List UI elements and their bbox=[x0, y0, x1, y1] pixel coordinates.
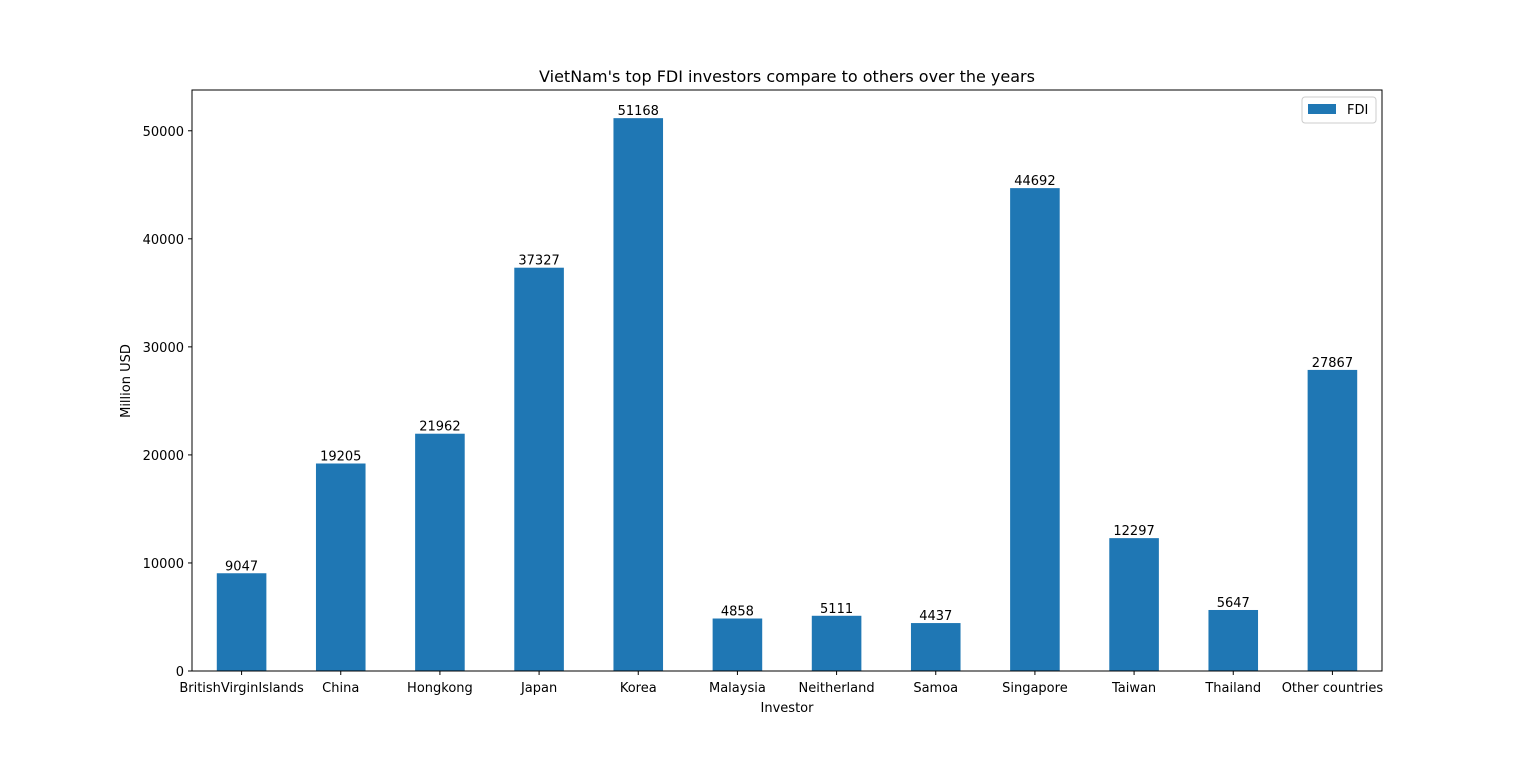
y-tick-label: 0 bbox=[176, 665, 184, 680]
bar-value-label: 5647 bbox=[1217, 596, 1250, 611]
bar bbox=[1010, 188, 1060, 671]
bar-value-label: 9047 bbox=[225, 559, 258, 574]
bar bbox=[315, 463, 366, 671]
x-tick-label: Neitherland bbox=[799, 681, 875, 696]
x-tick-label: BritishVirginIslands bbox=[179, 681, 304, 696]
bar bbox=[1307, 369, 1358, 671]
x-tick-label: Hongkong bbox=[407, 681, 473, 696]
bar-value-label: 51168 bbox=[618, 104, 659, 119]
bar-value-label: 12297 bbox=[1113, 524, 1154, 539]
bar bbox=[1208, 609, 1259, 671]
bar-value-label: 37327 bbox=[518, 254, 559, 269]
bar-value-label: 21962 bbox=[419, 420, 460, 435]
bars-layer bbox=[216, 118, 1358, 671]
bar bbox=[712, 618, 763, 671]
bar-value-label: 4858 bbox=[721, 605, 754, 620]
legend: FDI bbox=[1301, 96, 1377, 124]
bar bbox=[811, 615, 862, 671]
x-tick-label: Thailand bbox=[1204, 681, 1261, 696]
data-labels-layer: 9047 19205 21962 37327 51168 4858 5111 4437 4469… bbox=[225, 104, 1353, 624]
x-axis-label: Investor bbox=[761, 701, 815, 716]
x-tick-label: Other countries bbox=[1282, 681, 1384, 696]
bar bbox=[910, 623, 961, 671]
legend-label: FDI bbox=[1347, 103, 1368, 118]
legend-frame bbox=[1301, 96, 1377, 124]
bar bbox=[514, 267, 564, 671]
bar bbox=[613, 118, 664, 671]
legend-swatch bbox=[1308, 104, 1336, 114]
x-tick-label: Samoa bbox=[913, 681, 958, 696]
bar-value-label: 44692 bbox=[1014, 174, 1055, 189]
y-tick-label: 40000 bbox=[143, 233, 184, 248]
axes-layer: 0 10000 20000 30000 40000 50000 BritishVirginI… bbox=[143, 89, 1384, 696]
y-tick-label: 10000 bbox=[143, 557, 184, 572]
plot-frame bbox=[191, 89, 1383, 672]
chart-title: VietNam's top FDI investors compare to o… bbox=[539, 67, 1035, 86]
bar-value-label: 19205 bbox=[320, 450, 361, 465]
bar-value-label: 5111 bbox=[820, 602, 853, 617]
x-tick-label: Japan bbox=[520, 681, 557, 696]
bar bbox=[1109, 538, 1159, 671]
bar-value-label: 4437 bbox=[919, 609, 952, 624]
y-tick-label: 50000 bbox=[143, 125, 184, 140]
x-tick-label: China bbox=[322, 681, 359, 696]
y-tick-label: 30000 bbox=[143, 341, 184, 356]
bar bbox=[415, 433, 465, 671]
bar-value-label: 27867 bbox=[1312, 356, 1353, 371]
x-tick-label: Malaysia bbox=[709, 681, 766, 696]
y-tick-label: 20000 bbox=[143, 449, 184, 464]
y-axis-label: Million USD bbox=[119, 344, 134, 418]
x-tick-label: Taiwan bbox=[1111, 681, 1156, 696]
x-tick-label: Korea bbox=[620, 681, 657, 696]
bar bbox=[216, 573, 267, 671]
x-tick-label: Singapore bbox=[1002, 681, 1068, 696]
